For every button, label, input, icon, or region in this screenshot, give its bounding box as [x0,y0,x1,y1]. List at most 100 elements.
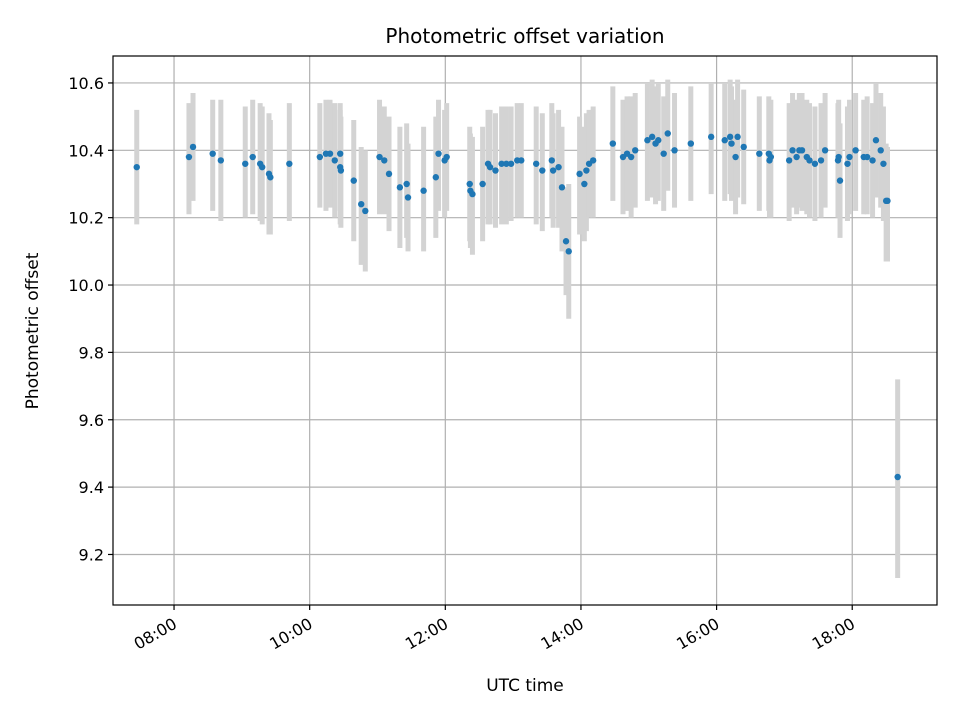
data-point [133,163,140,171]
data-point [358,200,365,208]
chart-title: Photometric offset variation [385,24,664,48]
data-point [376,153,383,161]
data-point [789,147,796,154]
x-axis-label: UTC time [486,676,564,696]
data-point [785,157,793,164]
data-point [486,163,494,171]
data-point [821,147,829,154]
data-point [627,153,635,161]
data-point [217,157,225,164]
data-point [432,174,440,181]
data-point [880,160,887,167]
data-point [863,153,871,161]
data-point [632,147,639,154]
data-point [242,160,249,167]
y-tick-label: 9.2 [79,545,104,564]
data-point [539,167,546,174]
data-point [852,147,859,154]
data-point [385,170,393,178]
data-point [732,153,739,161]
data-point [872,137,880,144]
data-point [469,190,476,198]
data-point [576,170,583,178]
data-point [466,180,473,188]
data-point [707,133,715,141]
data-point [249,153,256,161]
data-point [728,140,735,147]
data-point [185,153,193,161]
data-point [687,140,695,147]
data-point [671,147,678,154]
data-point [443,153,450,161]
y-tick-label: 9.8 [79,343,104,362]
y-tick-label: 10.6 [68,74,104,93]
data-point [660,150,667,157]
data-point [532,160,540,167]
data-point [846,153,853,161]
data-point [836,177,844,184]
data-point [721,137,728,144]
data-point [286,160,293,167]
data-point [583,167,590,174]
data-point [350,177,357,184]
data-point [316,153,324,161]
data-point [811,160,819,167]
y-tick-label: 10.4 [68,141,104,160]
data-point [734,133,741,141]
data-point [420,187,427,194]
y-tick-label: 10.2 [68,209,104,228]
data-point [655,137,662,144]
data-point [435,150,442,157]
data-point [518,157,525,164]
data-point [404,194,412,201]
data-point [648,133,656,141]
data-point [381,157,388,164]
data-point [396,184,404,191]
data-points [133,130,901,481]
data-point [362,207,369,215]
y-axis-label: Photometric offset [23,252,43,409]
data-point [503,160,510,167]
data-point [492,167,499,174]
data-point [337,167,345,174]
data-point [644,137,651,144]
data-point [589,157,597,164]
data-point [664,130,671,137]
data-point [548,157,555,164]
data-point [259,163,266,171]
data-point [756,150,763,157]
data-point [884,197,891,205]
plot-frame [112,55,938,606]
data-point [549,167,557,174]
data-point [894,473,901,481]
data-point [877,147,884,154]
y-tick-label: 10.0 [68,276,104,295]
data-point [581,180,588,188]
data-point [726,133,734,141]
y-tick-label: 9.6 [79,411,104,430]
data-point [844,160,851,167]
data-point [403,180,410,188]
data-point [331,157,338,164]
data-point [498,160,505,167]
data-point [507,160,515,167]
y-axis-ticks: 9.2 9.4 9.6 9.8 10.0 10.2 10.4 10.6 [68,74,113,564]
data-point [740,143,747,151]
data-point [565,248,572,255]
data-point [267,174,274,181]
data-point [817,157,825,164]
data-point [806,157,813,164]
data-point [767,153,775,161]
data-point [189,143,197,151]
data-point [562,238,570,245]
data-point [558,184,566,191]
data-point [798,147,806,154]
data-point [555,163,562,171]
data-point [869,157,876,164]
data-point [793,153,800,161]
y-tick-label: 9.4 [79,478,104,497]
data-point [336,150,344,157]
data-point [209,150,216,157]
data-point [609,140,617,147]
